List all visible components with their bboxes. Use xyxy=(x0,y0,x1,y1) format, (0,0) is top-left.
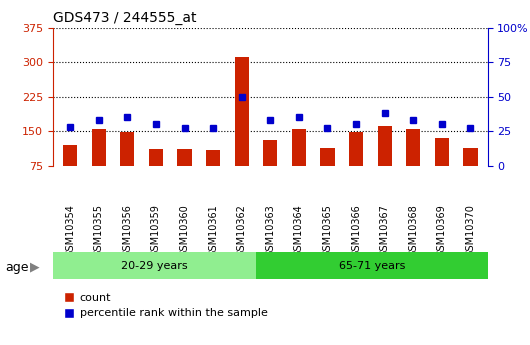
Text: GSM10356: GSM10356 xyxy=(122,204,132,257)
Text: GSM10366: GSM10366 xyxy=(351,204,361,257)
Bar xyxy=(263,140,277,166)
Text: GSM10370: GSM10370 xyxy=(465,204,475,257)
Bar xyxy=(63,145,77,166)
Bar xyxy=(256,252,488,279)
Text: age: age xyxy=(5,261,29,274)
Text: GSM10365: GSM10365 xyxy=(322,204,332,257)
Text: GSM10359: GSM10359 xyxy=(151,204,161,257)
Legend: count, percentile rank within the sample: count, percentile rank within the sample xyxy=(58,288,272,323)
Bar xyxy=(206,149,220,166)
Text: 20-29 years: 20-29 years xyxy=(121,261,188,270)
Bar xyxy=(292,129,306,166)
Bar xyxy=(320,148,334,166)
Bar xyxy=(349,132,363,166)
Bar xyxy=(406,129,420,166)
Text: GSM10362: GSM10362 xyxy=(237,204,246,257)
Text: GSM10360: GSM10360 xyxy=(180,204,190,257)
Bar xyxy=(92,129,106,166)
Bar xyxy=(435,138,449,166)
Bar xyxy=(463,148,478,166)
Text: GDS473 / 244555_at: GDS473 / 244555_at xyxy=(53,11,197,25)
Text: GSM10369: GSM10369 xyxy=(437,204,447,257)
Bar xyxy=(235,58,249,166)
Text: GSM10354: GSM10354 xyxy=(65,204,75,257)
Text: GSM10355: GSM10355 xyxy=(94,204,104,257)
Bar xyxy=(120,132,135,166)
Text: GSM10367: GSM10367 xyxy=(379,204,390,257)
Text: 65-71 years: 65-71 years xyxy=(339,261,405,270)
Text: GSM10368: GSM10368 xyxy=(408,204,418,257)
Text: ▶: ▶ xyxy=(30,261,39,274)
Text: GSM10363: GSM10363 xyxy=(266,204,275,257)
Bar xyxy=(377,127,392,166)
Bar xyxy=(149,149,163,166)
Bar xyxy=(178,149,192,166)
Text: GSM10361: GSM10361 xyxy=(208,204,218,257)
Text: GSM10364: GSM10364 xyxy=(294,204,304,257)
Bar xyxy=(53,252,256,279)
